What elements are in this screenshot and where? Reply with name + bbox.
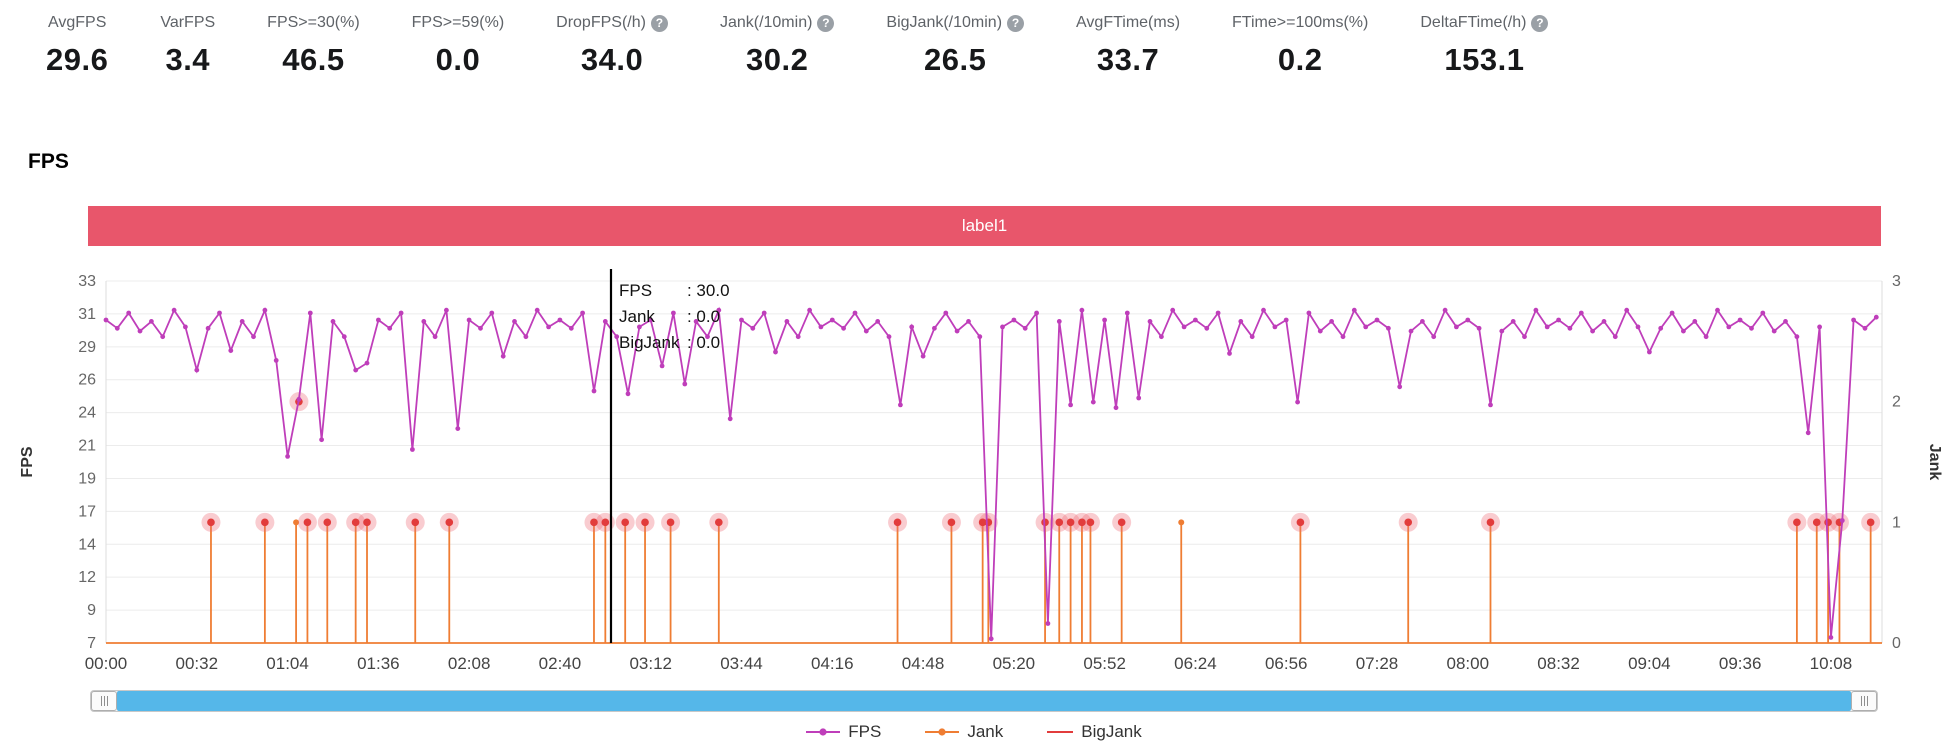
svg-text:05:20: 05:20 bbox=[993, 654, 1036, 673]
svg-text:21: 21 bbox=[78, 438, 96, 455]
stat-value: 0.2 bbox=[1277, 42, 1323, 77]
svg-text:24: 24 bbox=[78, 405, 96, 422]
stat-value: 34.0 bbox=[580, 42, 644, 77]
svg-text:00:32: 00:32 bbox=[176, 654, 219, 673]
stat-label: Jank(/10min)? bbox=[720, 14, 835, 32]
bigjank-legend-icon bbox=[1047, 731, 1074, 733]
svg-text:: 30.0: : 30.0 bbox=[687, 281, 730, 300]
svg-text:07:28: 07:28 bbox=[1356, 654, 1399, 673]
scrollbar-right-handle[interactable] bbox=[1851, 691, 1877, 711]
svg-text:9: 9 bbox=[87, 602, 96, 619]
svg-text:Jank: Jank bbox=[1926, 444, 1943, 481]
stat-value: 26.5 bbox=[924, 42, 987, 77]
svg-text:1: 1 bbox=[1892, 514, 1901, 531]
fps-legend-icon bbox=[806, 728, 841, 736]
svg-text:: 0.0: : 0.0 bbox=[687, 307, 720, 326]
stat-varfps: VarFPS 3.4 bbox=[160, 14, 215, 78]
legend-item-bigjank[interactable]: BigJank bbox=[1047, 722, 1142, 742]
svg-text:04:48: 04:48 bbox=[902, 654, 945, 673]
stat-value: 33.7 bbox=[1096, 42, 1160, 77]
stat-value: 3.4 bbox=[165, 42, 211, 77]
legend-item-jank[interactable]: Jank bbox=[925, 722, 1003, 742]
stat-label: FTime>=100ms(%) bbox=[1232, 14, 1369, 31]
svg-text:10:08: 10:08 bbox=[1810, 654, 1853, 673]
help-icon[interactable]: ? bbox=[1531, 14, 1549, 32]
svg-text:FPS: FPS bbox=[19, 446, 36, 477]
stat-label: BigJank(/10min)? bbox=[886, 14, 1025, 32]
svg-text:FPS: FPS bbox=[619, 281, 652, 300]
stat-value: 0.0 bbox=[435, 42, 481, 77]
stat-label: FPS>=59(%) bbox=[411, 14, 505, 31]
stat-fps-ge-30: FPS>=30(%) 46.5 bbox=[267, 14, 359, 78]
svg-text:12: 12 bbox=[78, 569, 96, 586]
chart-section-title: FPS bbox=[28, 150, 69, 173]
svg-text:14: 14 bbox=[78, 536, 96, 553]
svg-text:06:24: 06:24 bbox=[1174, 654, 1217, 673]
svg-text:7: 7 bbox=[87, 635, 96, 652]
chart-legend: FPS Jank BigJank bbox=[0, 722, 1948, 742]
svg-text:Jank: Jank bbox=[619, 307, 655, 326]
svg-text:09:04: 09:04 bbox=[1628, 654, 1671, 673]
series-banner: label1 bbox=[88, 206, 1881, 246]
help-icon[interactable]: ? bbox=[1007, 14, 1025, 32]
jank-legend-icon bbox=[925, 728, 960, 736]
scrollbar-track[interactable] bbox=[117, 691, 1851, 711]
legend-item-fps[interactable]: FPS bbox=[806, 722, 881, 742]
svg-text:04:16: 04:16 bbox=[811, 654, 854, 673]
stat-label: FPS>=30(%) bbox=[267, 14, 360, 31]
chart-scrollbar[interactable] bbox=[90, 690, 1878, 712]
svg-text:02:40: 02:40 bbox=[539, 654, 582, 673]
stat-avgfps: AvgFPS 29.6 bbox=[46, 14, 108, 78]
svg-text:05:52: 05:52 bbox=[1083, 654, 1126, 673]
svg-text:0: 0 bbox=[1892, 635, 1901, 652]
svg-text:29: 29 bbox=[78, 339, 96, 356]
stat-label: AvgFPS bbox=[47, 14, 107, 31]
stat-value: 46.5 bbox=[282, 42, 345, 77]
stat-avgftime: AvgFTime(ms) 33.7 bbox=[1076, 14, 1180, 78]
scrollbar-left-handle[interactable] bbox=[91, 691, 117, 711]
legend-label: BigJank bbox=[1081, 722, 1142, 741]
stat-label: AvgFTime(ms) bbox=[1076, 14, 1181, 31]
svg-text:31: 31 bbox=[78, 306, 96, 323]
svg-text:BigJank: BigJank bbox=[619, 333, 680, 352]
svg-text:08:32: 08:32 bbox=[1537, 654, 1580, 673]
stat-label: DropFPS(/h)? bbox=[556, 14, 668, 32]
stat-fps-ge-59: FPS>=59(%) 0.0 bbox=[412, 14, 504, 78]
svg-text:09:36: 09:36 bbox=[1719, 654, 1762, 673]
stat-label: VarFPS bbox=[160, 14, 216, 31]
svg-text:2: 2 bbox=[1892, 394, 1901, 411]
svg-text:: 0.0: : 0.0 bbox=[687, 333, 720, 352]
svg-text:03:12: 03:12 bbox=[629, 654, 672, 673]
svg-text:02:08: 02:08 bbox=[448, 654, 491, 673]
help-icon[interactable]: ? bbox=[817, 14, 835, 32]
svg-text:01:36: 01:36 bbox=[357, 654, 400, 673]
svg-text:17: 17 bbox=[78, 503, 96, 520]
stat-deltaftime: DeltaFTime(/h)? 153.1 bbox=[1420, 14, 1549, 78]
svg-text:01:04: 01:04 bbox=[266, 654, 309, 673]
svg-text:26: 26 bbox=[78, 372, 96, 389]
stat-dropfps: DropFPS(/h)? 34.0 bbox=[556, 14, 668, 78]
stat-value: 153.1 bbox=[1444, 42, 1525, 77]
stat-jank: Jank(/10min)? 30.2 bbox=[720, 14, 835, 78]
stat-ftime-ge-100ms: FTime>=100ms(%) 0.2 bbox=[1232, 14, 1368, 78]
banner-label: label1 bbox=[961, 216, 1008, 235]
help-icon[interactable]: ? bbox=[650, 14, 668, 32]
svg-text:06:56: 06:56 bbox=[1265, 654, 1308, 673]
svg-text:19: 19 bbox=[78, 470, 96, 487]
legend-label: Jank bbox=[967, 722, 1004, 741]
svg-text:33: 33 bbox=[78, 273, 96, 290]
legend-label: FPS bbox=[848, 722, 882, 741]
stat-value: 29.6 bbox=[46, 42, 109, 77]
stat-bigjank: BigJank(/10min)? 26.5 bbox=[886, 14, 1025, 78]
stat-value: 30.2 bbox=[746, 42, 809, 77]
stats-row: AvgFPS 29.6 VarFPS 3.4 FPS>=30(%) 46.5 F… bbox=[46, 14, 1549, 78]
svg-text:03:44: 03:44 bbox=[720, 654, 763, 673]
svg-text:00:00: 00:00 bbox=[85, 654, 128, 673]
svg-text:3: 3 bbox=[1892, 273, 1901, 290]
svg-text:08:00: 08:00 bbox=[1447, 654, 1490, 673]
stat-label: DeltaFTime(/h)? bbox=[1420, 14, 1549, 32]
